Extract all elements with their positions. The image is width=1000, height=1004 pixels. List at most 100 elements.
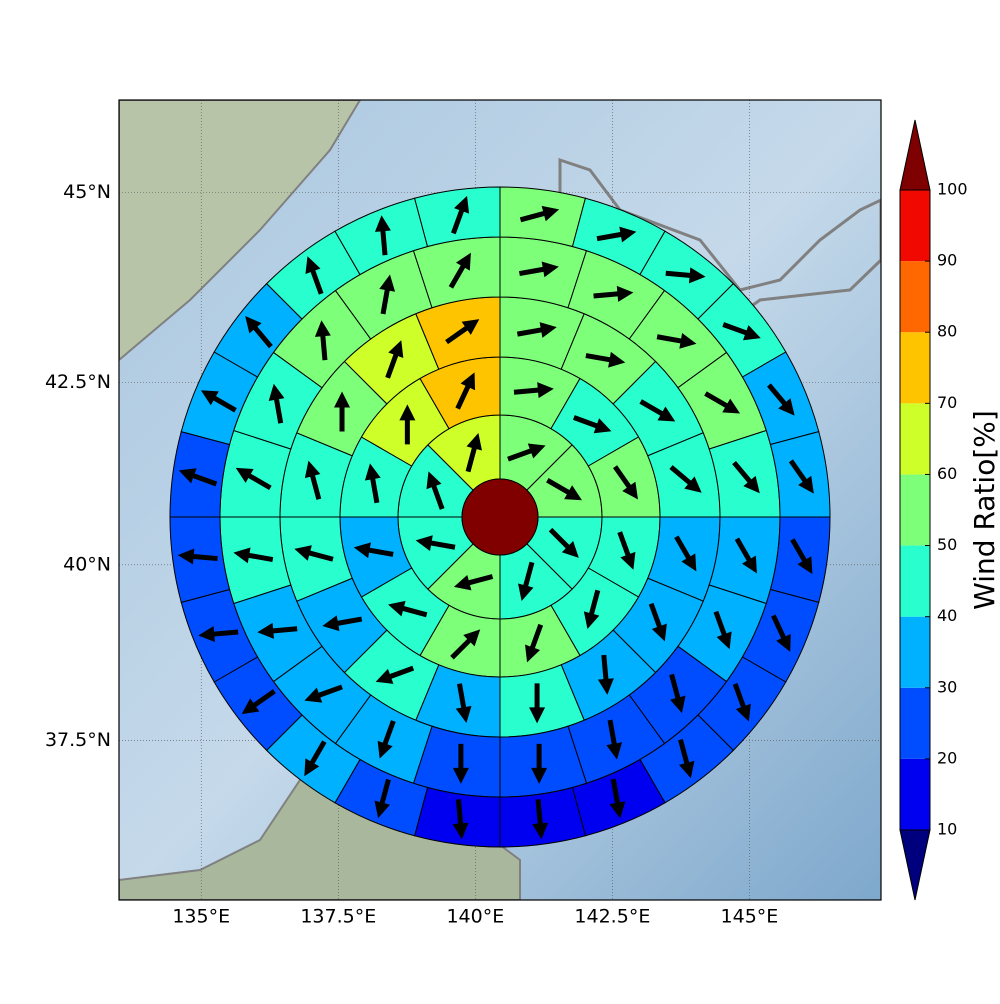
wind-arrow [353, 542, 394, 559]
colorbar-tick-label: 100 [937, 180, 968, 199]
wind-arrow [722, 322, 761, 341]
colorbar-swatch [900, 261, 930, 333]
wind-arrow [235, 467, 272, 491]
wind-arrow [268, 383, 285, 424]
wind-arrow [304, 740, 327, 777]
sector [169, 430, 231, 518]
wind-arrow [334, 391, 351, 432]
wind-arrow [450, 629, 481, 660]
wind-arrow [241, 689, 276, 715]
wind-arrow [455, 372, 476, 410]
wind-arrow [245, 316, 273, 349]
colorbar-tick-label: 40 [937, 606, 957, 625]
wind-arrow [452, 799, 469, 840]
x-tick-label: 135°E [172, 906, 230, 928]
wind-arrow [375, 665, 415, 684]
wind-arrow [465, 433, 482, 473]
y-tick-label: 45°N [63, 181, 111, 203]
colorbar-swatch [900, 332, 930, 404]
wind-arrow [452, 743, 469, 784]
wind-arrow [656, 333, 697, 349]
wind-arrow [426, 471, 445, 510]
map-frame [118, 99, 882, 901]
wind-arrow [518, 561, 535, 601]
colorbar-tick-label: 90 [937, 251, 957, 270]
colorbar-swatch [900, 403, 930, 475]
center-disc [461, 478, 539, 556]
wind-arrow [596, 226, 637, 243]
y-tick-label: 40°N [63, 553, 111, 575]
wind-arrow [388, 600, 428, 618]
wind-arrow [674, 535, 697, 572]
wind-arrow [304, 460, 322, 500]
colorbar-label: Wind Ratio[%] [968, 410, 1000, 610]
wind-arrow [732, 683, 751, 722]
colorbar-swatch [900, 616, 930, 688]
colorbar-swatch [900, 545, 930, 617]
colorbar-swatch [900, 687, 930, 759]
colorbar-tick-label: 60 [937, 464, 957, 483]
wind-arrow [519, 205, 560, 223]
wind-arrow [732, 460, 760, 494]
y-tick-label: 42.5°N [45, 371, 111, 393]
wind-arrow [305, 256, 324, 295]
wind-arrow [455, 683, 472, 724]
wind-arrow [546, 478, 582, 501]
wind-arrow [198, 626, 239, 643]
wind-arrow [448, 252, 471, 289]
wind-arrow [678, 739, 695, 779]
wind-arrow [364, 463, 381, 504]
wind-arrow [606, 719, 623, 760]
x-tick-label: 145°E [721, 906, 779, 928]
wind-arrow [294, 545, 334, 562]
colorbar-tick-label: 80 [937, 322, 957, 341]
wind-arrow [379, 274, 396, 315]
wind-arrow [572, 415, 612, 434]
wind-arrow [374, 215, 391, 256]
colorbar-swatch [900, 474, 930, 546]
wind-arrow [200, 390, 237, 413]
axis-labels: 135°E 137.5°E 140°E 142.5°E 145°E 45°N 42.5°N 4… [45, 181, 778, 928]
x-tick-label: 142.5°E [574, 906, 650, 928]
wind-arrow [257, 622, 298, 639]
y-tick-label: 37.5°N [45, 729, 111, 751]
wind-arrow [525, 623, 544, 663]
colorbar: 10 20 30 40 50 60 70 80 90 100 [899, 119, 968, 901]
wind-arrow [233, 547, 274, 564]
wind-arrow [453, 574, 494, 591]
wind-arrow [788, 459, 814, 494]
colorbar-tick-label: 30 [937, 677, 957, 696]
colorbar-tick-label: 10 [937, 820, 957, 839]
sector [413, 786, 501, 848]
wind-arrow [713, 610, 732, 650]
colorbar-frame [899, 189, 931, 831]
wind-arrow [314, 320, 331, 361]
x-tick-label: 137.5°E [300, 906, 376, 928]
wind-arrow [585, 351, 626, 368]
wind-arrow [669, 465, 702, 493]
wind-arrow [374, 778, 391, 819]
colorbar-tick-label: 20 [937, 748, 957, 767]
wind-arrow [531, 743, 548, 784]
wind-arrow [178, 468, 218, 487]
colorbar-over [899, 119, 931, 191]
wind-arrow [648, 602, 667, 642]
wind-arrow [597, 654, 614, 695]
wind-arrow [639, 399, 676, 422]
wind-arrow [415, 535, 456, 551]
wind-arrow [669, 673, 686, 714]
wind-arrow [450, 195, 470, 235]
wind-arrow [529, 683, 546, 724]
wind-arrow [516, 322, 557, 338]
wind-arrow [704, 391, 741, 414]
wind-arrow [771, 614, 791, 652]
wind-arrow [613, 465, 639, 500]
wind-arrow [399, 404, 416, 445]
wind-arrow [609, 778, 626, 819]
sector [499, 186, 587, 248]
wind-arrow [583, 589, 601, 629]
colorbar-under [899, 829, 931, 901]
wind-arrow [377, 720, 396, 759]
sector [499, 786, 587, 848]
